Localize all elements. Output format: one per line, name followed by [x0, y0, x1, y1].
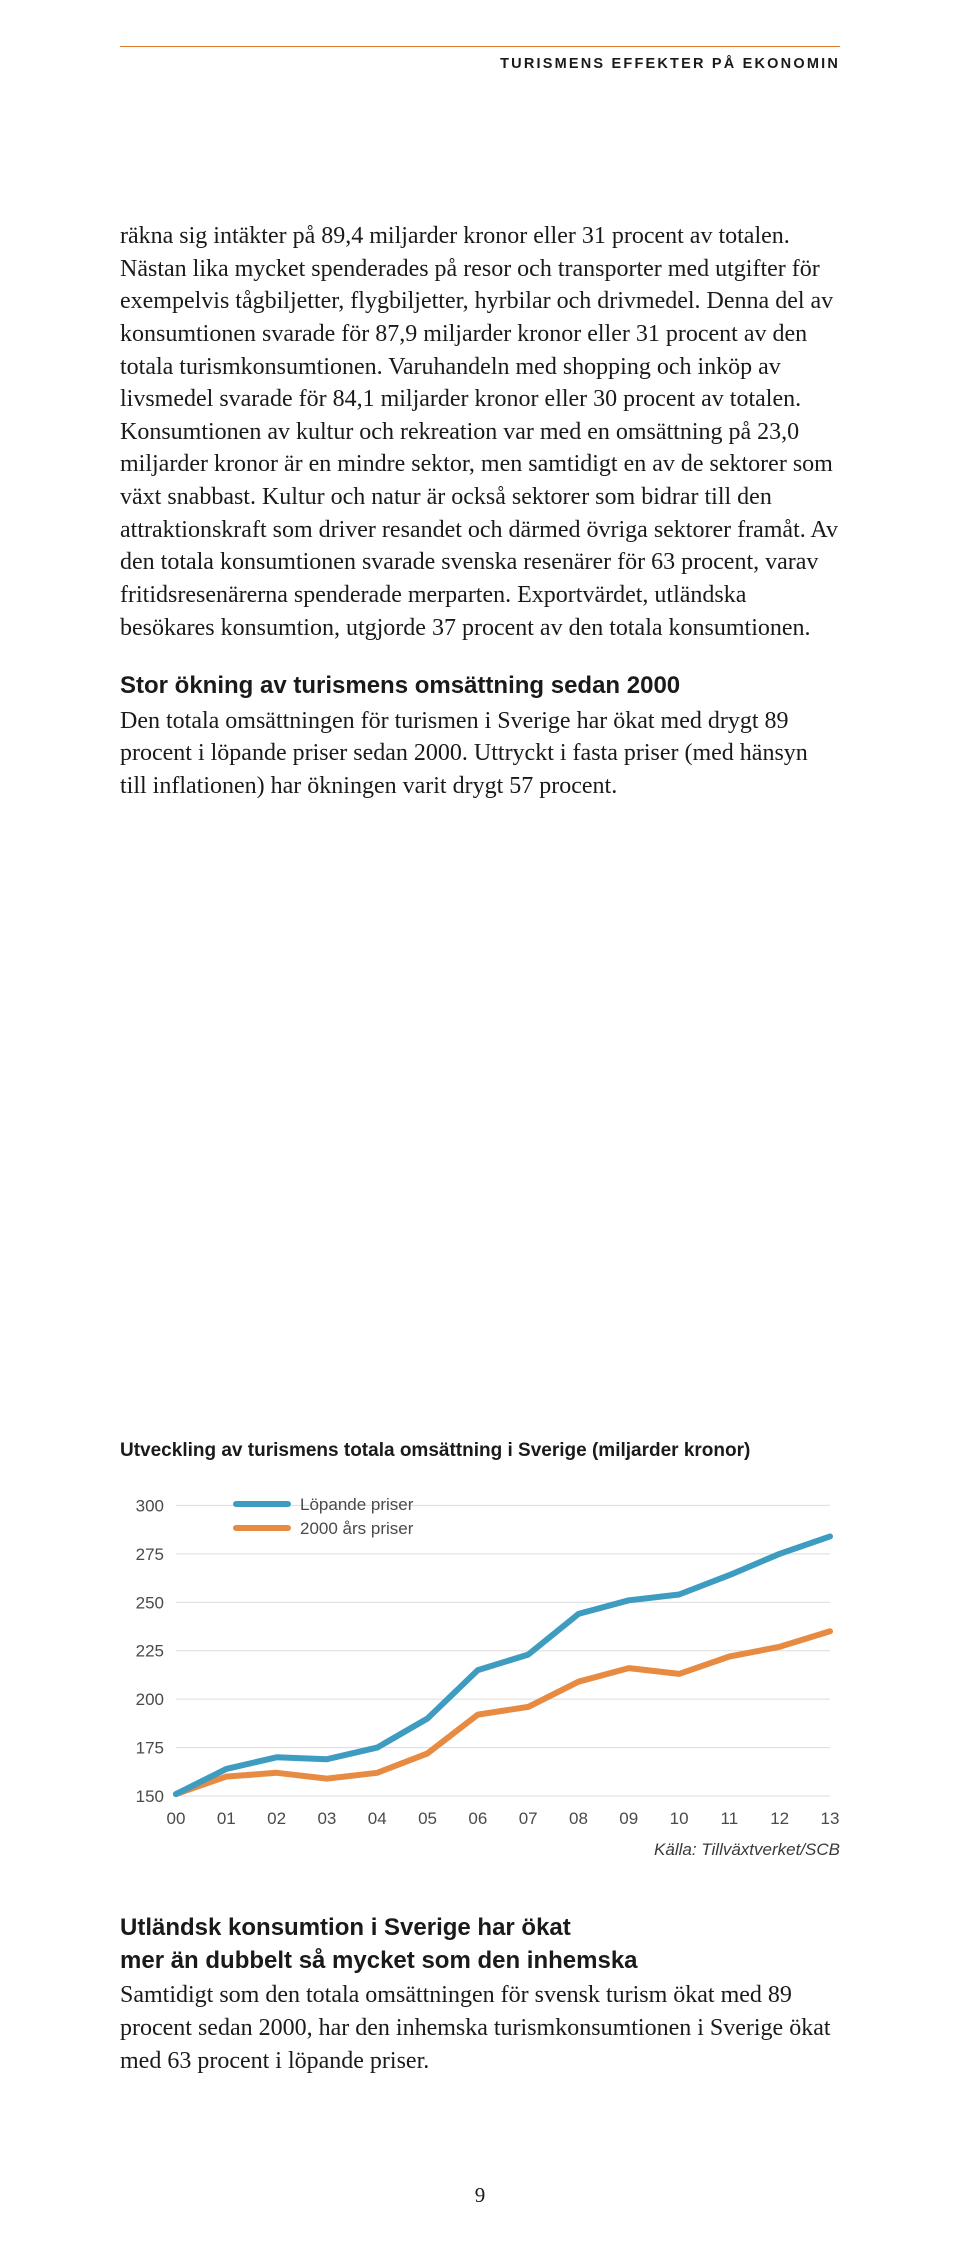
svg-text:07: 07 — [519, 1809, 538, 1828]
subhead-2b: mer än dubbelt så mycket som den inhemsk… — [120, 1945, 840, 1978]
turnover-line-chart: 150 175 200 225 250 275 300 00 01 02 03 04 05 06 07 08 0… — [120, 1476, 840, 1836]
svg-text:10: 10 — [670, 1809, 689, 1828]
paragraph-3: Samtidigt som den totala omsättningen fö… — [120, 1979, 840, 2077]
body-block-1: räkna sig intäkter på 89,4 miljarder kro… — [120, 220, 840, 803]
subhead-1: Stor ökning av turismens omsättning seda… — [120, 670, 840, 703]
svg-text:13: 13 — [821, 1809, 840, 1828]
svg-text:11: 11 — [721, 1809, 739, 1828]
svg-text:175: 175 — [136, 1739, 164, 1758]
svg-text:225: 225 — [136, 1642, 164, 1661]
svg-text:300: 300 — [136, 1496, 164, 1515]
svg-text:02: 02 — [267, 1809, 286, 1828]
page-header-title: TURISMENS EFFEKTER PÅ EKONOMIN — [500, 56, 840, 72]
svg-text:00: 00 — [167, 1809, 186, 1828]
paragraph-2: Den totala omsättningen för turismen i S… — [120, 705, 840, 803]
paragraph-1: räkna sig intäkter på 89,4 miljarder kro… — [120, 220, 840, 644]
svg-text:08: 08 — [569, 1809, 588, 1828]
svg-text:Löpande priser: Löpande priser — [300, 1495, 414, 1514]
chart-source: Källa: Tillväxtverket/SCB — [654, 1840, 840, 1860]
page-number: 9 — [0, 2183, 960, 2208]
svg-text:12: 12 — [770, 1809, 789, 1828]
body-block-2: Utländsk konsumtion i Sverige har ökat m… — [120, 1912, 840, 2077]
svg-text:2000 års priser: 2000 års priser — [300, 1519, 414, 1538]
svg-text:275: 275 — [136, 1545, 164, 1564]
svg-text:05: 05 — [418, 1809, 437, 1828]
svg-text:04: 04 — [368, 1809, 387, 1828]
chart-svg: 150 175 200 225 250 275 300 00 01 02 03 04 05 06 07 08 0… — [120, 1476, 840, 1836]
svg-text:06: 06 — [468, 1809, 487, 1828]
svg-text:250: 250 — [136, 1593, 164, 1612]
svg-text:03: 03 — [317, 1809, 336, 1828]
subhead-2a: Utländsk konsumtion i Sverige har ökat — [120, 1912, 840, 1945]
chart-title: Utveckling av turismens totala omsättnin… — [120, 1440, 750, 1462]
svg-text:01: 01 — [217, 1809, 236, 1828]
svg-text:150: 150 — [136, 1787, 164, 1806]
svg-text:200: 200 — [136, 1690, 164, 1709]
header-rule — [120, 46, 840, 47]
svg-text:09: 09 — [619, 1809, 638, 1828]
